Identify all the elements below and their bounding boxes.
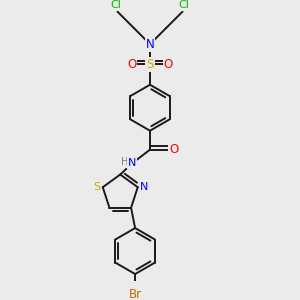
Text: N: N <box>146 38 154 51</box>
Text: S: S <box>93 182 100 192</box>
Text: N: N <box>140 182 148 192</box>
Text: N: N <box>128 158 136 168</box>
Text: O: O <box>169 143 178 156</box>
Text: Br: Br <box>129 288 142 300</box>
Text: H: H <box>121 157 128 167</box>
Text: Cl: Cl <box>178 0 189 10</box>
Text: O: O <box>127 58 136 71</box>
Text: O: O <box>164 58 173 71</box>
Text: Cl: Cl <box>111 0 122 10</box>
Text: S: S <box>146 58 154 71</box>
